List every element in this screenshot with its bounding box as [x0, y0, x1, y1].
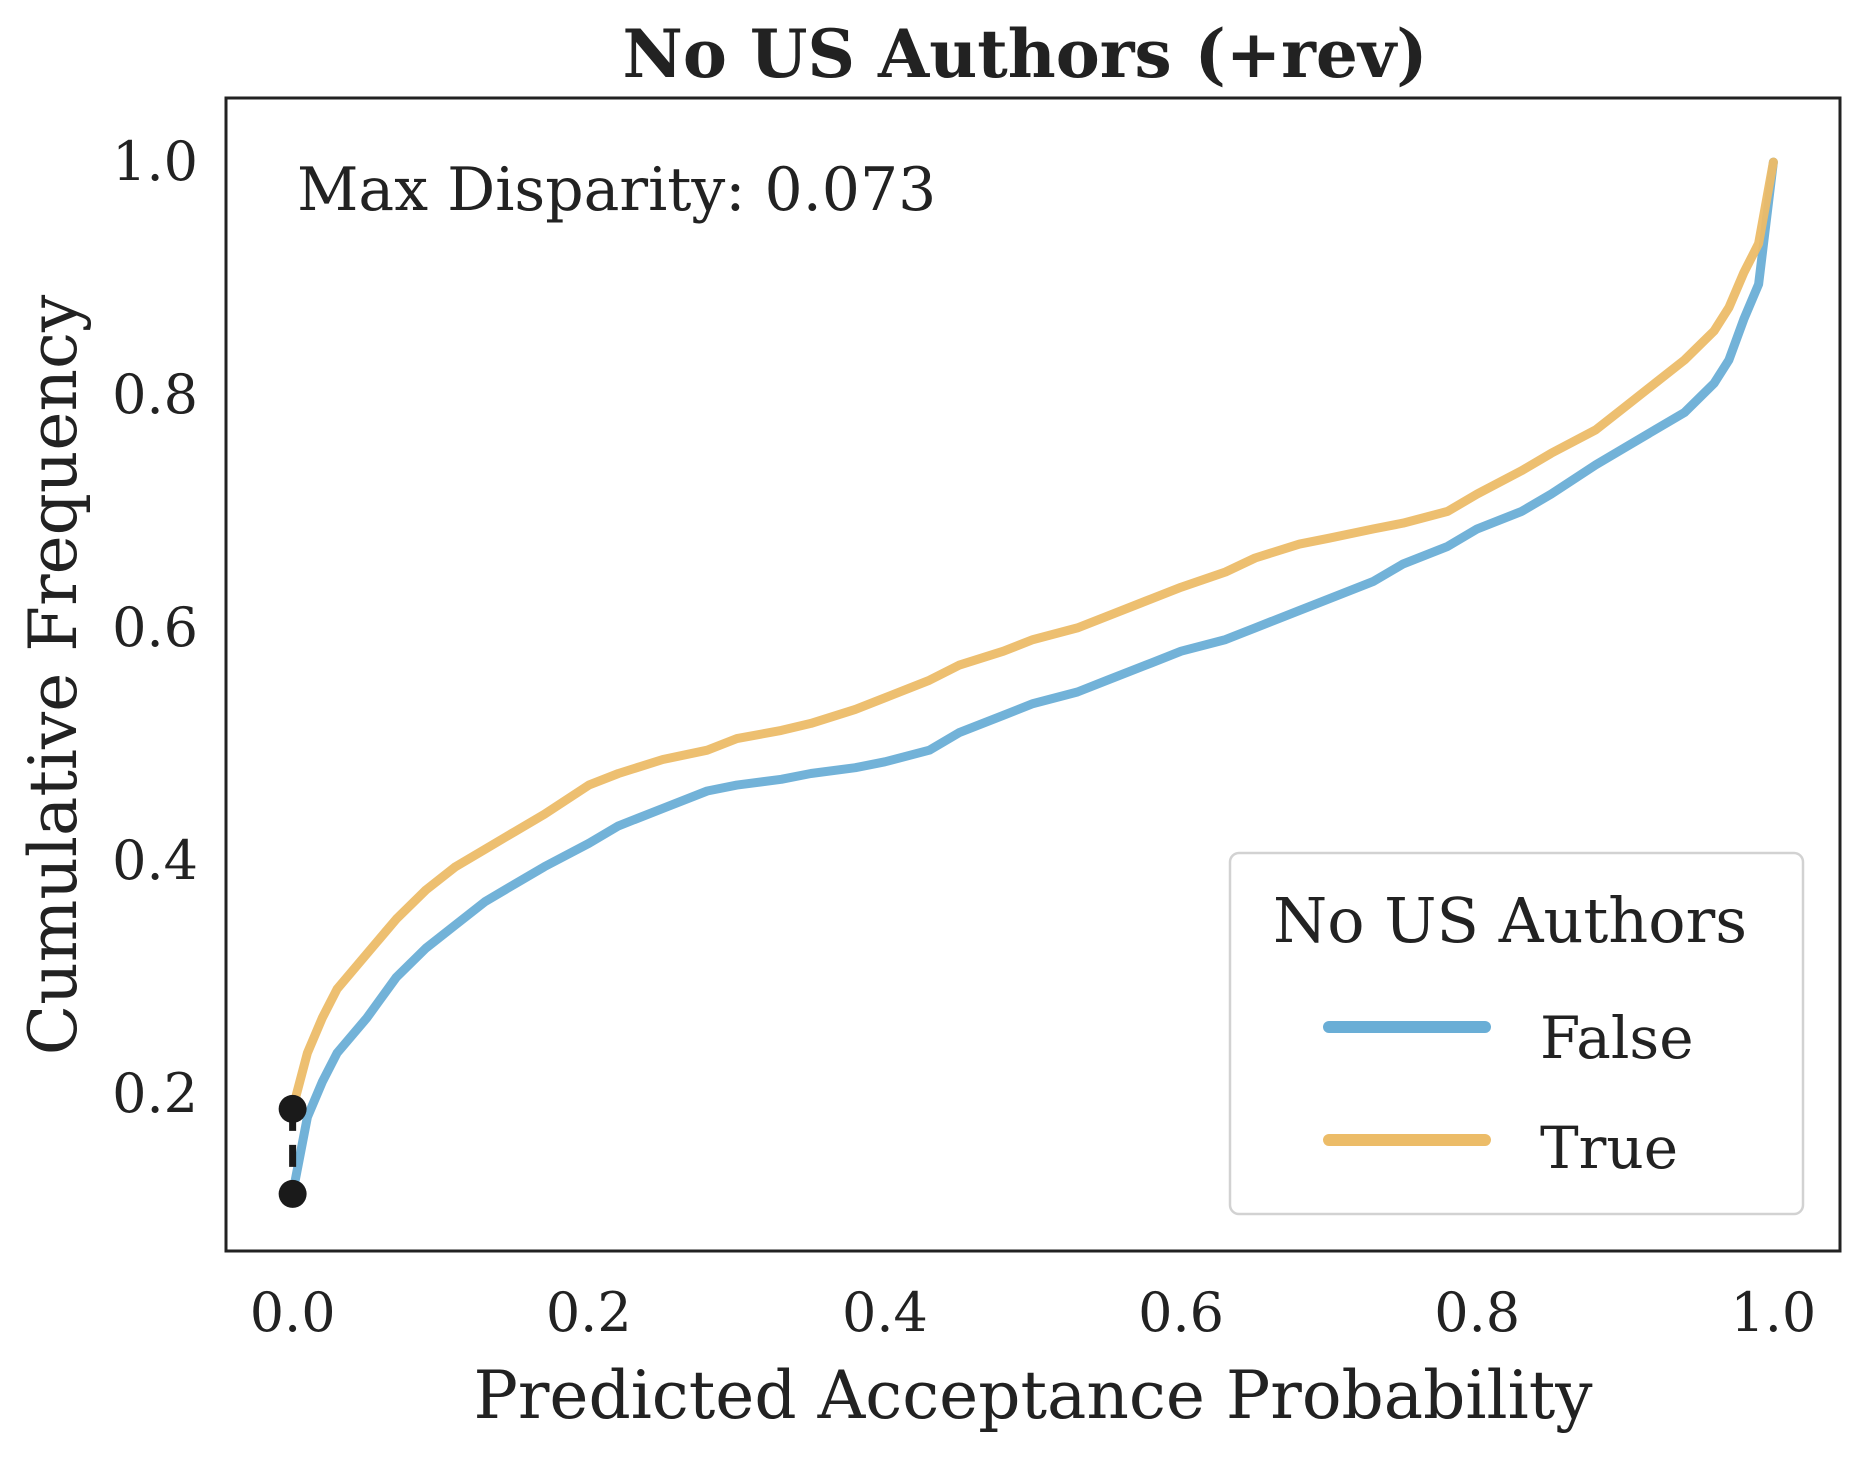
y-tick-label: 0.4: [112, 829, 198, 892]
series-line-false: [288, 157, 1778, 1199]
disparity-point-high: [278, 1094, 307, 1123]
y-tick-label: 0.8: [112, 363, 198, 426]
y-axis-label: Cumulative Frequency: [15, 294, 92, 1055]
y-tick-label: 1.0: [112, 130, 198, 193]
series-layer: [288, 157, 1778, 1199]
x-axis-label: Predicted Acceptance Probability: [473, 1357, 1593, 1434]
x-tick-label: 1.0: [1730, 1281, 1816, 1344]
y-axis-ticks: 0.2 0.4 0.6 0.8 1.0: [112, 130, 198, 1125]
disparity-point-low: [278, 1179, 307, 1208]
max-disparity-annotation: Max Disparity: 0.073: [297, 155, 936, 225]
y-tick-label: 0.6: [112, 596, 198, 659]
series-line-true: [288, 157, 1778, 1114]
disparity-marker: [278, 1094, 307, 1208]
x-tick-label: 0.0: [250, 1281, 336, 1344]
x-axis-ticks: 0.0 0.2 0.4 0.6 0.8 1.0: [250, 1281, 1817, 1344]
chart-title: No US Authors (+rev): [623, 15, 1428, 93]
legend-box: [1228, 851, 1805, 1216]
legend-title: No US Authors: [1273, 884, 1747, 957]
legend-label-false: False: [1540, 1004, 1694, 1072]
plot-frame: [224, 96, 1842, 1253]
y-tick-label: 0.2: [112, 1062, 198, 1125]
legend-label-true: True: [1540, 1114, 1678, 1182]
x-tick-label: 0.6: [1138, 1281, 1224, 1344]
x-tick-label: 0.4: [842, 1281, 928, 1344]
x-tick-label: 0.8: [1434, 1281, 1520, 1344]
x-tick-label: 0.2: [546, 1281, 632, 1344]
legend: No US Authors False True: [1228, 851, 1805, 1216]
